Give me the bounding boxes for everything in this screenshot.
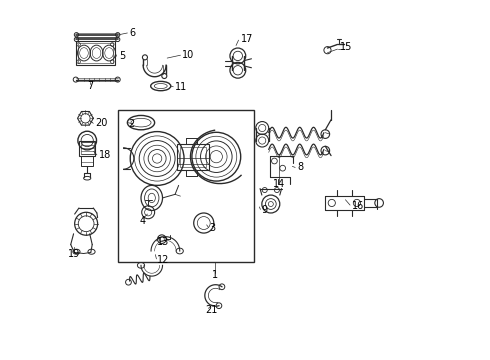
Bar <box>180 147 206 167</box>
Text: 11: 11 <box>175 82 187 92</box>
Text: 13: 13 <box>157 237 170 247</box>
Text: 12: 12 <box>157 255 170 265</box>
Text: 15: 15 <box>340 42 352 52</box>
Text: 4: 4 <box>140 216 146 226</box>
Bar <box>77 42 113 63</box>
Text: 17: 17 <box>241 35 253 44</box>
Bar <box>81 142 94 154</box>
Text: 21: 21 <box>205 305 217 315</box>
Text: 14: 14 <box>273 179 285 189</box>
Text: 3: 3 <box>209 224 215 233</box>
Text: 19: 19 <box>68 248 80 258</box>
Bar <box>118 110 254 262</box>
Text: 1: 1 <box>212 270 218 280</box>
Text: 9: 9 <box>261 206 267 216</box>
Text: 2: 2 <box>128 120 135 129</box>
Bar <box>79 140 96 156</box>
Text: 20: 20 <box>95 118 107 128</box>
Text: 5: 5 <box>119 51 125 61</box>
Text: 10: 10 <box>182 50 195 60</box>
Text: 18: 18 <box>98 150 111 160</box>
Bar <box>177 144 209 170</box>
Text: 16: 16 <box>352 201 364 211</box>
Text: 6: 6 <box>129 28 136 38</box>
Bar <box>81 156 93 166</box>
Bar <box>76 41 115 65</box>
Text: 7: 7 <box>87 81 93 91</box>
Text: 8: 8 <box>297 162 303 172</box>
